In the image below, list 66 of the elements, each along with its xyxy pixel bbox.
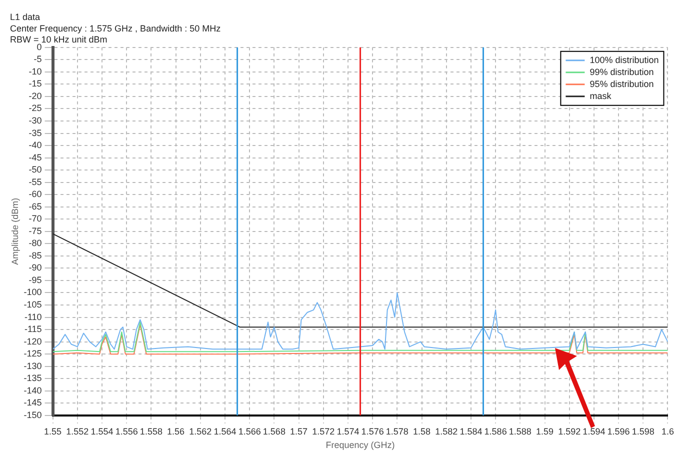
y-tick-label: -65 [28, 201, 42, 212]
x-tick-label: 1.6 [661, 426, 674, 436]
y-tick-label: -90 [28, 262, 42, 273]
y-tick-label: -115 [24, 324, 42, 334]
y-tick-label: -100 [24, 287, 42, 298]
x-tick-label: 1.556 [115, 426, 138, 436]
x-tick-label: 1.576 [361, 426, 384, 436]
legend-label: 100% distribution [590, 54, 659, 65]
x-tick-label: 1.554 [90, 426, 114, 436]
y-tick-label: -135 [24, 373, 42, 384]
x-tick-label: 1.588 [508, 426, 532, 436]
x-tick-label: 1.584 [460, 426, 482, 436]
y-tick-label: -95 [28, 274, 42, 285]
x-tick-label: 1.57 [290, 426, 308, 436]
x-tick-label: 1.596 [607, 426, 630, 436]
y-tick-label: -35 [28, 128, 42, 138]
chart-subtitle: Center Frequency : 1.575 GHz , Bandwidth : 50 MHz [10, 24, 222, 34]
y-tick-label: -140 [24, 385, 42, 396]
x-tick-label: 1.564 [214, 426, 236, 436]
x-tick-label: 1.586 [484, 426, 507, 436]
y-axis-title: Amplitude (dBm) [10, 198, 20, 265]
x-tick-label: 1.582 [435, 426, 458, 436]
x-tick-label: 1.574 [336, 426, 360, 436]
y-tick-label: -55 [28, 176, 42, 187]
y-tick-label: 0 [36, 42, 42, 52]
x-tick-label: 1.55 [44, 426, 62, 436]
x-axis-title: Frequency (GHz) [326, 440, 395, 450]
y-tick-label: -120 [24, 336, 42, 346]
y-tick-label: -45 [28, 152, 42, 162]
legend-label: mask [590, 90, 612, 101]
y-tick-label: -85 [28, 250, 42, 260]
x-tick-label: 1.558 [140, 426, 162, 436]
x-tick-label: 1.568 [262, 426, 286, 436]
y-tick-label: -110 [24, 312, 42, 322]
x-tick-label: 1.572 [312, 426, 335, 436]
x-tick-label: 1.566 [238, 426, 261, 436]
y-tick-label: -50 [28, 164, 42, 175]
y-tick-label: -105 [24, 299, 42, 310]
legend-label: 95% distribution [590, 78, 654, 89]
x-tick-label: 1.58 [413, 426, 431, 436]
x-tick-label: 1.552 [66, 426, 89, 436]
x-tick-label: 1.59 [536, 426, 554, 436]
y-tick-label: -5 [34, 54, 42, 64]
x-tick-label: 1.592 [558, 426, 581, 436]
y-tick-label: -20 [28, 90, 42, 101]
x-tick-label: 1.562 [189, 426, 212, 436]
y-tick-label: -10 [28, 66, 42, 76]
y-tick-label: -60 [28, 189, 42, 200]
y-tick-label: -80 [28, 238, 42, 248]
x-tick-label: 1.56 [167, 426, 185, 436]
y-tick-label: -130 [24, 360, 42, 371]
y-tick-label: -125 [24, 348, 42, 359]
y-tick-label: -70 [28, 214, 42, 224]
text: RBW = 10 kHz unit dBm [10, 34, 108, 44]
chart-title: L1 data [10, 12, 40, 22]
legend-label: 99% distribution [590, 66, 654, 77]
y-tick-label: -75 [28, 226, 42, 236]
x-tick-label: 1.578 [386, 426, 408, 436]
y-tick-label: -25 [28, 103, 42, 114]
y-tick-label: -145 [24, 398, 42, 408]
x-tick-label: 1.594 [582, 426, 606, 436]
y-tick-label: -40 [28, 140, 42, 150]
x-tick-label: 1.598 [632, 426, 654, 436]
y-tick-label: -150 [24, 410, 42, 420]
y-tick-label: -30 [28, 115, 42, 126]
y-tick-label: -15 [28, 78, 42, 89]
